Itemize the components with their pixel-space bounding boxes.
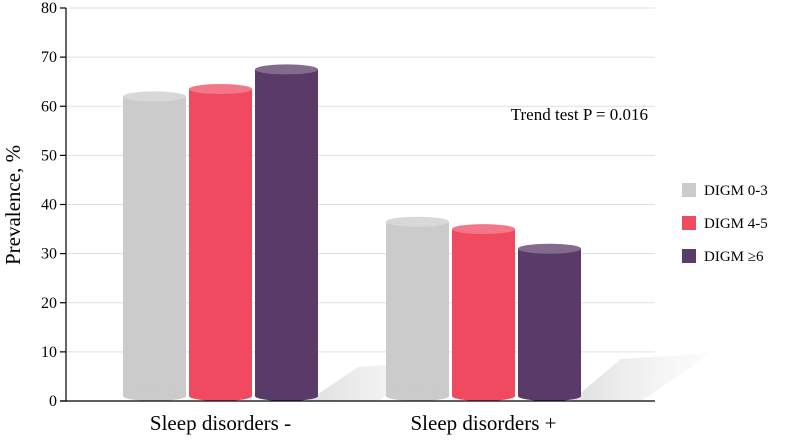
legend: DIGM 0-3 DIGM 4-5 DIGM ≥6	[682, 183, 768, 265]
legend-label: DIGM 4-5	[704, 216, 768, 232]
bar	[386, 216, 449, 401]
legend-swatch	[682, 183, 696, 197]
bar-top-cap	[123, 91, 186, 102]
y-tick-label: 70	[41, 49, 57, 66]
y-tick-label: 20	[41, 295, 57, 312]
y-tick-label: 50	[41, 147, 57, 164]
legend-swatch	[682, 216, 696, 230]
bar-body	[452, 229, 515, 396]
y-tick-label: 60	[41, 98, 57, 115]
bar-top-cap	[386, 216, 449, 227]
y-tick-label: 80	[41, 0, 57, 17]
bar-base	[452, 391, 515, 401]
y-axis-title: Prevalence, %	[1, 145, 25, 265]
legend-label: DIGM ≥6	[704, 249, 764, 265]
bar-base	[123, 391, 186, 401]
bar-base	[189, 391, 252, 401]
bar-body	[518, 248, 581, 396]
bar-body	[255, 69, 318, 396]
y-tick-label: 10	[41, 344, 57, 361]
bar-top-cap	[189, 84, 252, 95]
legend-swatch	[682, 249, 696, 263]
y-tick-label: 30	[41, 246, 57, 263]
bar-body	[189, 89, 252, 397]
group-shadow	[571, 353, 711, 401]
bar-base	[255, 391, 318, 401]
x-category-label: Sleep disorders -	[150, 411, 291, 435]
y-tick-label: 0	[49, 393, 57, 410]
bar-body	[386, 221, 449, 396]
bar-body	[123, 96, 186, 397]
y-tick-labels: 0 10 20 30 40 50 60 70 80	[41, 0, 66, 410]
bar	[123, 91, 186, 401]
trend-test-annotation: Trend test P = 0.016	[511, 105, 648, 124]
bar-top-cap	[255, 64, 318, 75]
x-category-label: Sleep disorders +	[411, 411, 557, 435]
bars	[123, 64, 581, 401]
bar	[255, 64, 318, 401]
bar-base	[518, 391, 581, 401]
bar-top-cap	[518, 243, 581, 254]
legend-label: DIGM 0-3	[704, 183, 768, 199]
bar	[518, 243, 581, 401]
y-tick-label: 40	[41, 197, 57, 214]
bar-top-cap	[452, 224, 515, 235]
bar	[452, 224, 515, 401]
bar-base	[386, 391, 449, 401]
x-category-labels: Sleep disorders - Sleep disorders +	[150, 411, 557, 435]
bar	[189, 84, 252, 401]
